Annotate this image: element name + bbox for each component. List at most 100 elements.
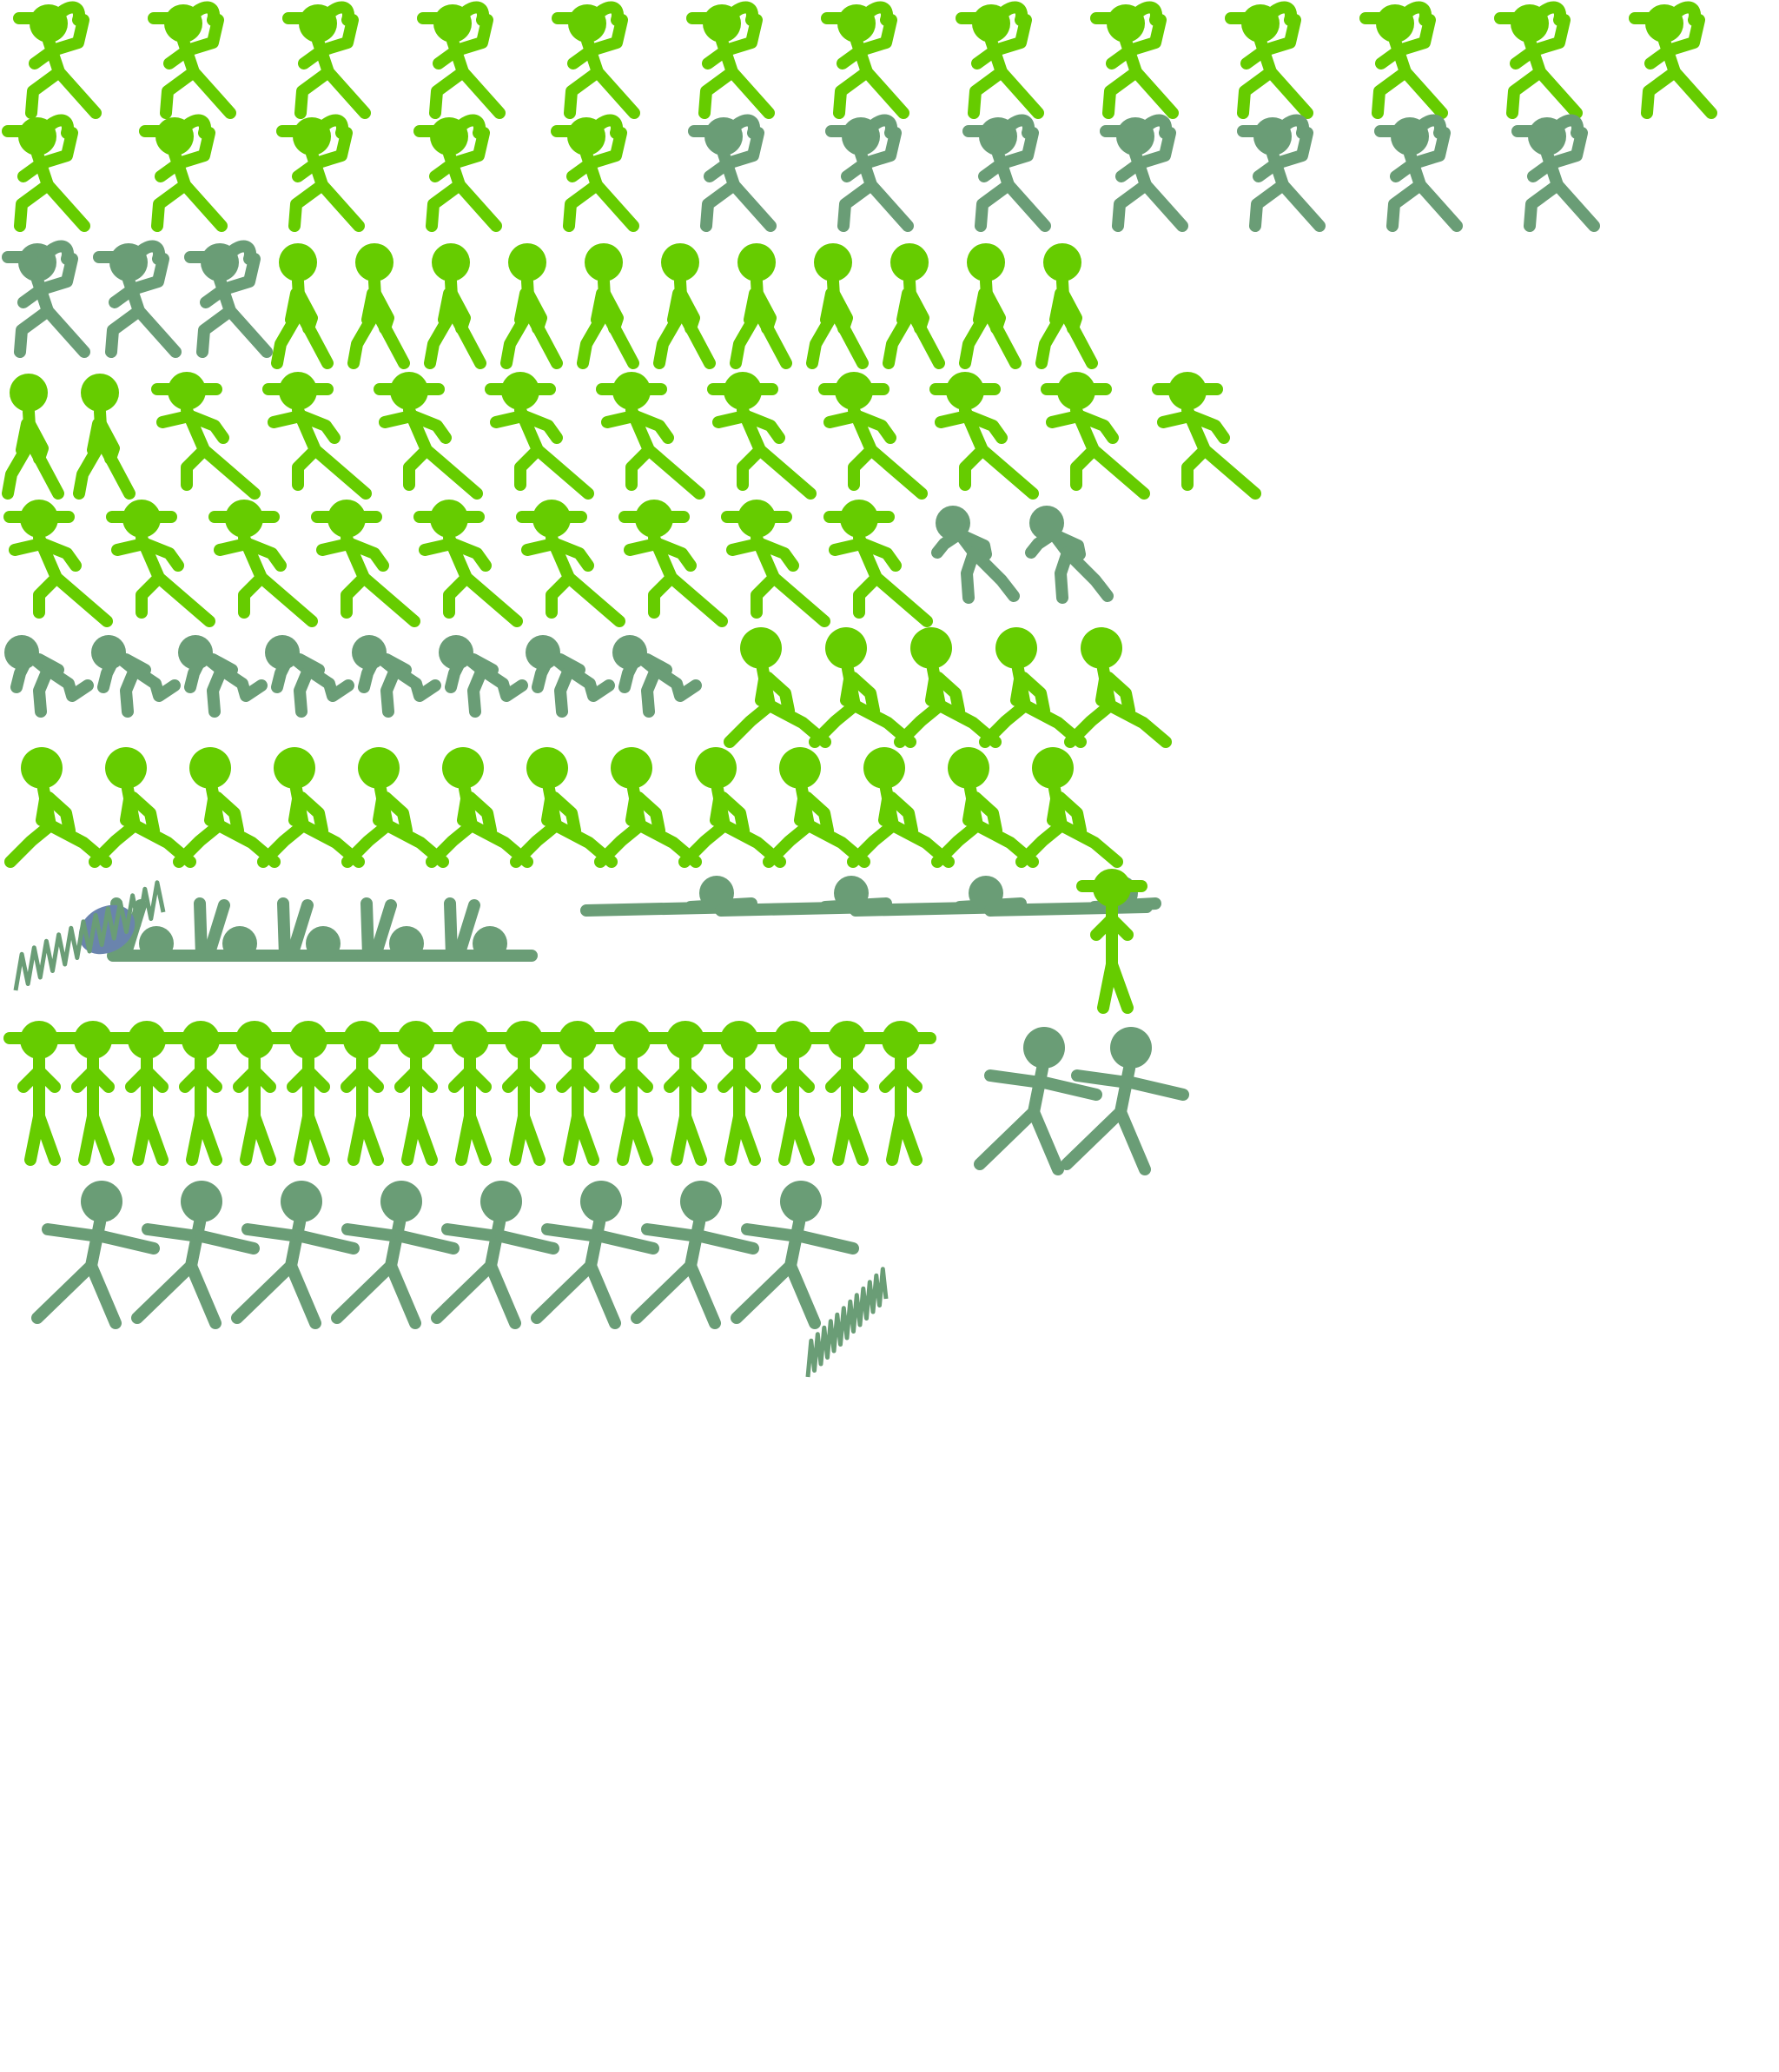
sprite-limb — [181, 404, 210, 491]
sprite-limb — [962, 793, 978, 826]
sprite-cap — [1090, 1, 1162, 26]
sprite-limb — [1106, 958, 1134, 1014]
sprite-frame — [1494, 1, 1583, 119]
sprite-limb — [316, 539, 351, 556]
sprite-limb — [726, 539, 761, 556]
sprite-limb — [380, 653, 412, 676]
sprite-limb — [982, 305, 1022, 369]
sprite-frame — [811, 1021, 883, 1166]
sprite-limb — [925, 673, 941, 706]
sprite-frame — [1090, 1, 1179, 119]
sprite-limb — [1090, 915, 1116, 941]
sprite-limb — [625, 793, 641, 826]
sprite-frame — [178, 635, 268, 718]
sprite-limb — [361, 288, 379, 326]
sprite-limb — [443, 532, 473, 619]
sprite-limb — [240, 537, 287, 572]
sprite-head — [439, 635, 473, 670]
sprite-frame — [821, 1, 909, 119]
sprite-limb — [751, 286, 777, 334]
sprite-frame — [184, 240, 273, 358]
sprite-frame — [1076, 869, 1147, 1014]
sprite-head — [1032, 747, 1074, 789]
sprite-limb — [627, 409, 674, 444]
sprite-limb — [625, 404, 655, 491]
sprite-limb — [298, 46, 326, 70]
sprite-limb — [976, 444, 1039, 500]
sprite-frame — [331, 1181, 460, 1329]
sprite-limb — [379, 411, 413, 428]
sprite-head — [740, 627, 782, 669]
sprite-limb — [179, 179, 228, 232]
sprite-head — [473, 926, 507, 961]
sprite-frame — [413, 114, 502, 232]
sprite-limb — [801, 791, 834, 837]
sprite-cap — [825, 114, 897, 139]
sprite-frames — [2, 1, 1717, 1329]
sprite-frame — [4, 635, 94, 718]
sprite-limb — [1125, 1076, 1189, 1101]
sprite-limb — [861, 66, 909, 119]
sprite-frame — [208, 500, 318, 627]
sprite-limb — [865, 444, 928, 500]
sprite-limb — [87, 1110, 115, 1166]
sprite-limb — [188, 66, 236, 119]
sprite-limb — [17, 1067, 43, 1093]
sprite-head — [680, 1181, 722, 1222]
sprite-limb — [591, 288, 608, 326]
sprite-head — [389, 926, 424, 961]
sprite-frame — [510, 747, 618, 868]
sprite-frame — [1064, 627, 1172, 748]
sprite-head — [1023, 1027, 1065, 1069]
sprite-limb — [309, 444, 372, 500]
sprite-frame — [439, 635, 528, 718]
sprite-frame — [485, 372, 594, 500]
sprite-limb — [1127, 14, 1167, 56]
sprite-limb — [935, 411, 969, 428]
sprite-limb — [1072, 409, 1119, 444]
sprite-limb — [1046, 411, 1081, 428]
sprite-head — [281, 1181, 322, 1222]
sprite-limb — [625, 1110, 653, 1166]
sprite-limb — [33, 532, 63, 619]
sprite-frame — [612, 635, 702, 718]
sprite-limb — [153, 572, 215, 627]
sprite-limb — [476, 664, 528, 702]
sprite-frame — [265, 635, 354, 718]
sprite-limb — [829, 539, 863, 556]
sprite-limb — [445, 286, 471, 334]
sprite-limb — [1070, 404, 1100, 491]
sprite-limb — [163, 46, 191, 70]
sprite-limb — [96, 435, 136, 500]
sprite-head — [10, 374, 48, 412]
sprite-frame — [883, 243, 945, 369]
sprite-limb — [71, 1067, 97, 1093]
sprite-frame — [894, 627, 1002, 748]
sprite-limb — [50, 572, 113, 627]
sprite-limb — [358, 572, 420, 627]
sprite-frame — [151, 372, 261, 500]
sprite-limb — [24, 435, 64, 500]
sprite-limb — [358, 1067, 384, 1093]
sprite-head — [358, 747, 400, 789]
sprite-limb — [445, 537, 492, 572]
sprite-head — [834, 876, 869, 910]
sprite-cap — [1629, 1, 1701, 26]
sprite-head — [4, 635, 39, 670]
sprite-cap — [148, 1, 220, 26]
sprite-limb — [302, 664, 354, 702]
sprite-frame — [686, 1, 775, 119]
sprite-limb — [1061, 546, 1114, 602]
sprite-frame — [257, 747, 365, 868]
sprite-limb — [857, 14, 897, 56]
sprite-head — [780, 1181, 822, 1222]
sprite-head — [585, 243, 623, 281]
sprite-limb — [789, 1067, 815, 1093]
sprite-frame — [148, 1, 236, 119]
sprite-frame — [73, 374, 136, 500]
sprite-limb — [412, 1067, 438, 1093]
sprite-limb — [1396, 14, 1436, 56]
sprite-cap — [1494, 1, 1566, 26]
sprite-limb — [50, 14, 89, 56]
sprite-cap — [2, 240, 74, 265]
